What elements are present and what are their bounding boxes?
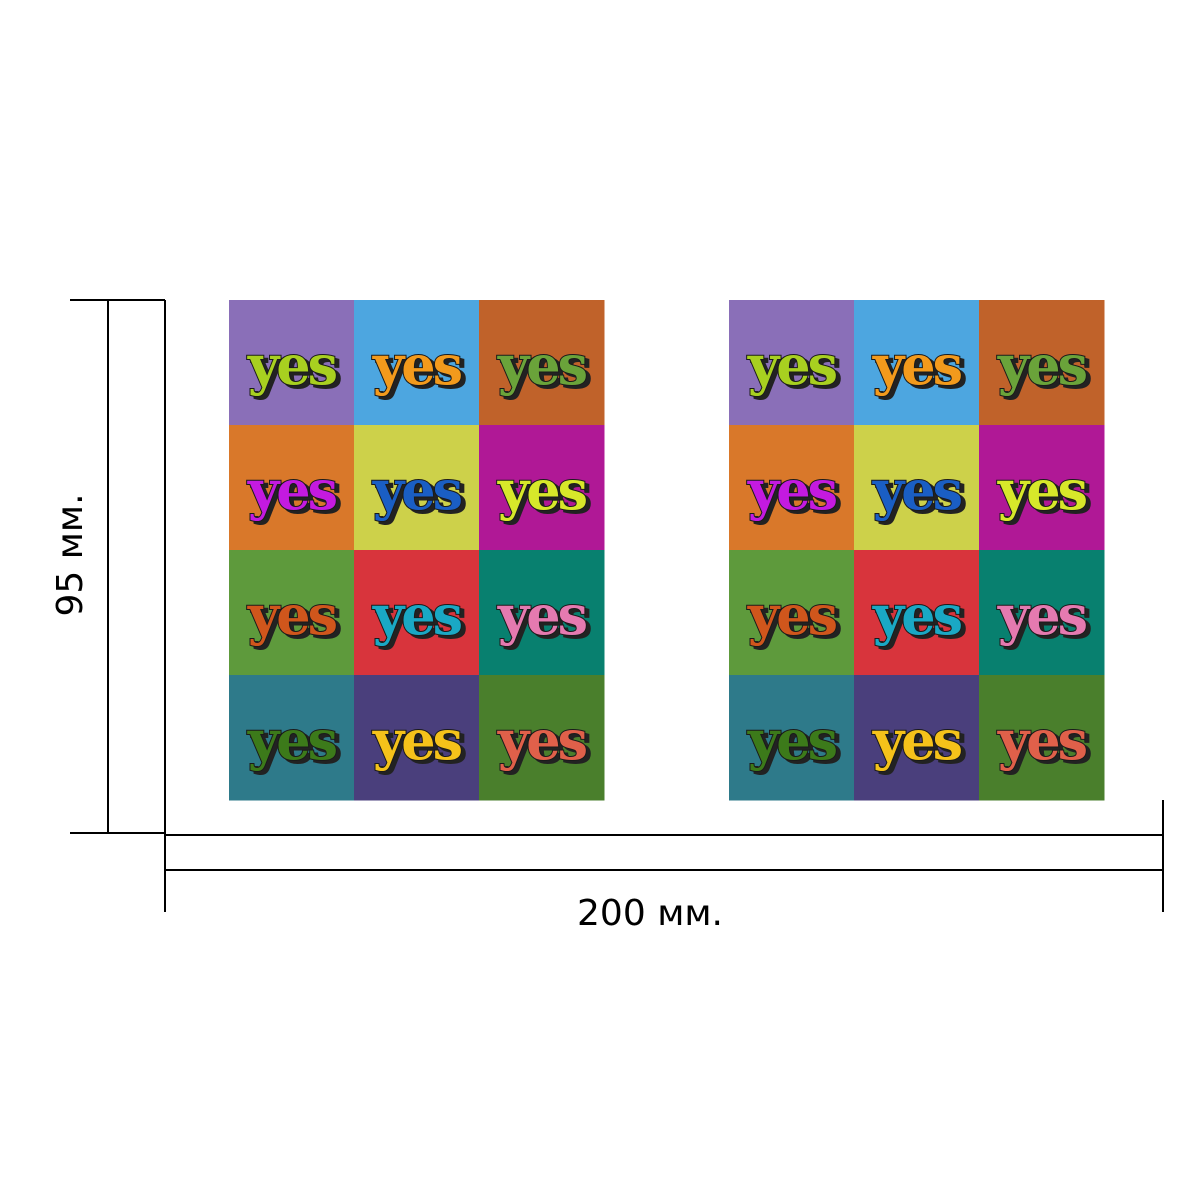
tile-word: yes xyxy=(997,458,1087,522)
tile xyxy=(854,675,980,801)
tile-word: yes xyxy=(747,583,837,647)
tile-word: yes xyxy=(497,583,587,647)
tile xyxy=(354,550,480,676)
tile xyxy=(479,550,605,676)
tile xyxy=(854,300,980,426)
tile xyxy=(229,675,355,801)
tile-word: yes xyxy=(372,708,462,772)
tile-word: yes xyxy=(872,708,962,772)
tile-word: yes xyxy=(247,333,337,397)
tile-word: yes xyxy=(247,458,337,522)
tile-word: yes xyxy=(497,458,587,522)
tile-word: yes xyxy=(372,333,462,397)
tile xyxy=(229,300,355,426)
tile xyxy=(854,550,980,676)
tile xyxy=(729,425,855,551)
tile xyxy=(729,300,855,426)
tile xyxy=(729,675,855,801)
tile xyxy=(229,550,355,676)
tile xyxy=(354,300,480,426)
tile-word: yes xyxy=(497,333,587,397)
tile-word: yes xyxy=(997,583,1087,647)
tile xyxy=(229,425,355,551)
tile xyxy=(354,675,480,801)
tile xyxy=(979,675,1105,801)
tile xyxy=(729,550,855,676)
tile xyxy=(479,300,605,426)
height-label: 95 мм. xyxy=(50,493,91,616)
width-label: 200 мм. xyxy=(577,893,723,934)
tile-word: yes xyxy=(747,458,837,522)
tile-word: yes xyxy=(747,333,837,397)
tile-word: yes xyxy=(872,583,962,647)
tile xyxy=(979,300,1105,426)
tile xyxy=(479,425,605,551)
tile-word: yes xyxy=(747,708,837,772)
tile-word: yes xyxy=(372,458,462,522)
tile-word: yes xyxy=(872,333,962,397)
tile xyxy=(979,550,1105,676)
tile-word: yes xyxy=(497,708,587,772)
tile-word: yes xyxy=(872,458,962,522)
tile xyxy=(479,675,605,801)
tile-word: yes xyxy=(372,583,462,647)
tile xyxy=(854,425,980,551)
tile xyxy=(354,425,480,551)
tile-word: yes xyxy=(997,708,1087,772)
tile-word: yes xyxy=(997,333,1087,397)
tile-word: yes xyxy=(247,708,337,772)
tile-word: yes xyxy=(247,583,337,647)
width-dimension: 200 мм. xyxy=(164,800,1164,934)
tile xyxy=(979,425,1105,551)
height-dimension: 95 мм. xyxy=(50,299,166,834)
